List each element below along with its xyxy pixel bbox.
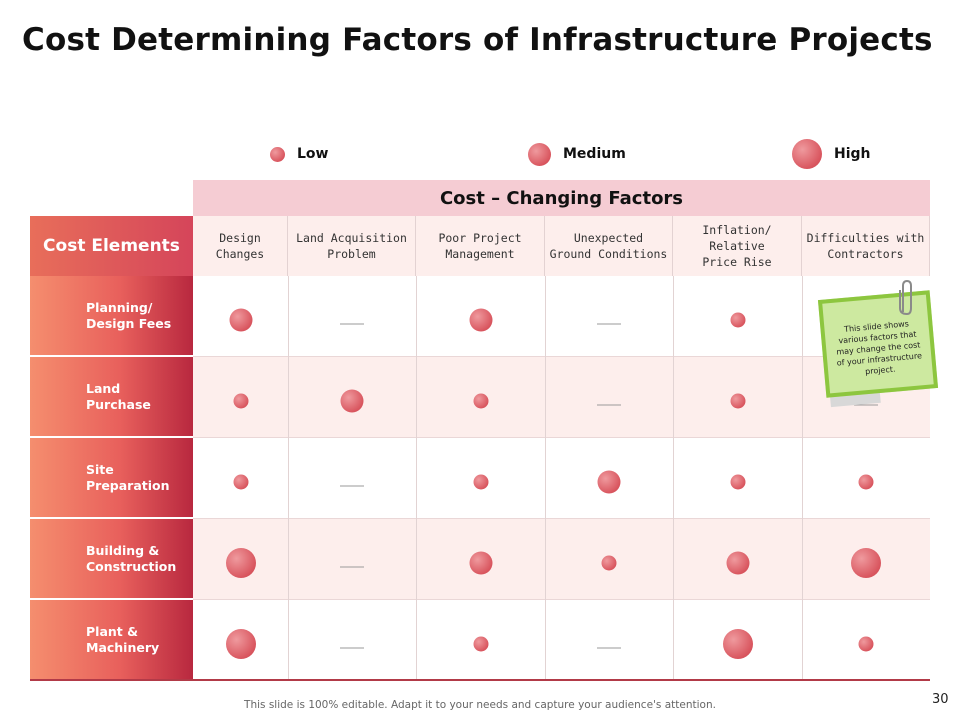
- cell-circle-low: [601, 555, 617, 571]
- cell-circle-high: [851, 548, 881, 578]
- cell-circle-high: [722, 629, 753, 659]
- table-row: [193, 438, 930, 519]
- table-row: [193, 357, 930, 438]
- cell-circle-low: [233, 474, 248, 490]
- legend-dot-low: [270, 146, 285, 162]
- cell-dash: [340, 566, 364, 568]
- cell-dash: [597, 404, 621, 406]
- column-divider: [416, 276, 417, 680]
- table-bottom-border: [30, 679, 930, 681]
- legend-dot-medium: [528, 142, 551, 166]
- cell-circle-medium: [726, 551, 749, 575]
- column-header: Poor Project Management: [416, 216, 545, 276]
- cell-dash: [597, 647, 621, 649]
- row-label: Plant & Machinery: [30, 600, 193, 680]
- column-divider: [673, 276, 674, 680]
- legend-label-high: High: [834, 146, 871, 162]
- cost-elements-header: Cost Elements: [30, 216, 193, 276]
- legend-item-high: High: [792, 139, 871, 169]
- cell-circle-low: [730, 393, 745, 409]
- column-header: Land Acquisition Problem: [288, 216, 416, 276]
- cell-circle-low: [858, 636, 874, 652]
- legend-dot-high: [792, 139, 822, 169]
- row-label: Land Purchase: [30, 357, 193, 437]
- footer-text: This slide is 100% editable. Adapt it to…: [244, 699, 716, 711]
- column-divider: [545, 276, 546, 680]
- cell-dash: [340, 323, 364, 325]
- column-header: Unexpected Ground Conditions: [545, 216, 673, 276]
- sticky-note: This slide shows various factors that ma…: [817, 290, 939, 398]
- cell-dash: [340, 647, 364, 649]
- row-label: Site Preparation: [30, 438, 193, 518]
- cell-circle-medium: [340, 389, 364, 413]
- column-header: Difficulties with Contractors: [802, 216, 930, 276]
- cell-circle-low: [473, 474, 488, 490]
- table-row: [193, 519, 930, 600]
- cell-circle-medium: [229, 308, 252, 332]
- table-row: [193, 600, 930, 681]
- cell-circle-high: [225, 548, 256, 578]
- column-divider: [802, 276, 803, 680]
- cell-circle-medium: [597, 470, 621, 494]
- sticky-note-text: This slide shows various factors that ma…: [836, 319, 923, 377]
- cell-dash: [854, 404, 878, 406]
- cell-circle-medium: [469, 551, 492, 575]
- page-title: Cost Determining Factors of Infrastructu…: [22, 22, 933, 58]
- row-label: Building & Construction: [30, 519, 193, 599]
- row-label: Planning/ Design Fees: [30, 276, 193, 356]
- legend-label-low: Low: [297, 146, 329, 162]
- cell-circle-low: [730, 474, 745, 490]
- table-header: Cost – Changing Factors: [193, 180, 930, 216]
- legend-item-medium: Medium: [528, 141, 626, 167]
- column-divider: [288, 276, 289, 680]
- cell-circle-high: [225, 629, 256, 659]
- cell-circle-low: [858, 474, 874, 490]
- paperclip-icon: [899, 279, 912, 316]
- cell-circle-low: [473, 393, 488, 409]
- legend-label-medium: Medium: [563, 146, 626, 162]
- cell-dash: [340, 485, 364, 487]
- cell-circle-low: [730, 312, 745, 328]
- column-header: Design Changes: [193, 216, 288, 276]
- cell-circle-low: [233, 393, 248, 409]
- cell-circle-medium: [469, 308, 492, 332]
- page-number: 30: [932, 692, 949, 707]
- column-header: Inflation/ Relative Price Rise: [673, 216, 802, 276]
- cell-dash: [597, 323, 621, 325]
- cell-circle-low: [473, 636, 488, 652]
- table-row: [193, 276, 930, 357]
- legend-item-low: Low: [270, 141, 328, 167]
